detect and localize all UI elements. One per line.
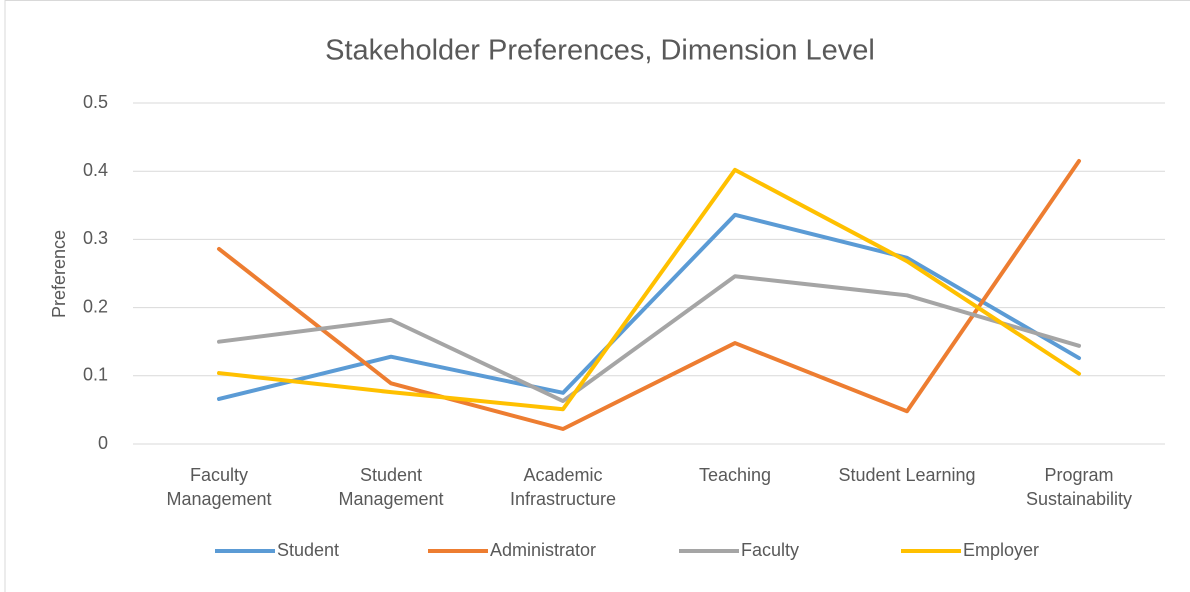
legend-label: Faculty — [741, 540, 799, 560]
x-tick-label: Faculty Management — [166, 465, 272, 509]
series-line — [217, 167, 1081, 412]
x-tick-label: Student Learning — [838, 465, 976, 485]
y-tick-label: 0.3 — [83, 228, 108, 248]
y-tick-label: 0.1 — [83, 365, 108, 385]
chart-title: Stakeholder Preferences, Dimension Level — [325, 35, 875, 67]
y-tick-label: 0.5 — [83, 92, 108, 112]
legend-label: Student — [277, 540, 339, 560]
x-tick-label: Program Sustainability — [1025, 465, 1133, 509]
legend-label: Administrator — [490, 540, 596, 560]
series-line — [217, 274, 1081, 404]
y-tick-label: 0.4 — [83, 160, 108, 180]
y-axis-label: Preference — [49, 230, 69, 318]
x-tick-label: Academic Infrastructure — [509, 465, 617, 509]
y-tick-label: 0.2 — [83, 296, 108, 316]
x-tick-label: Teaching — [698, 465, 772, 485]
x-tick-label: Student Management — [338, 465, 444, 509]
chart-frame — [4, 0, 1190, 592]
legend-label: Employer — [963, 540, 1039, 560]
series-line — [217, 212, 1081, 401]
y-tick-label: 0 — [98, 433, 108, 453]
series-line — [217, 158, 1081, 431]
